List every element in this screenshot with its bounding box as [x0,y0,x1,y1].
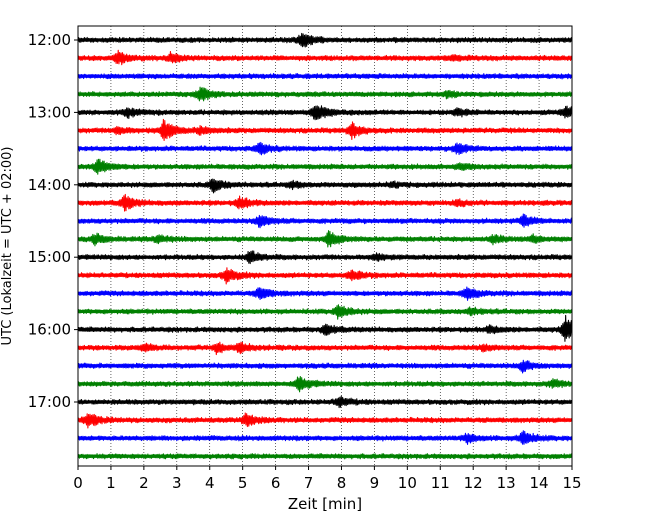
y-axis-label: UTC (Lokalzeit = UTC + 02:00) [0,147,15,346]
x-tick-label: 7 [304,474,314,492]
x-tick-label: 11 [431,474,450,492]
y-tick-label: 12:00 [28,31,71,49]
y-tick-label: 16:00 [28,321,71,339]
x-tick-label: 4 [205,474,215,492]
grid-layer [110,26,540,466]
x-tick-label: 2 [139,474,149,492]
y-tick-label: 14:00 [28,176,71,194]
x-tick-label: 8 [337,474,347,492]
traces-layer [77,32,573,460]
x-tick-label: 9 [370,474,380,492]
y-tick-label: 15:00 [28,248,71,266]
x-tick-label: 5 [238,474,248,492]
x-tick-label: 14 [530,474,549,492]
x-tick-label: 0 [73,474,83,492]
y-tick-label: 13:00 [28,103,71,121]
x-tick-label: 10 [398,474,417,492]
x-tick-label: 13 [497,474,516,492]
x-tick-label: 12 [464,474,483,492]
x-tick-label: 1 [106,474,116,492]
x-tick-label: 3 [172,474,182,492]
x-axis-label: Zeit [min] [288,495,362,513]
y-axis: 12:00 13:00 14:00 15:00 16:00 17:00 [28,31,78,411]
y-tick-label: 17:00 [28,393,71,411]
x-axis: 0 1 2 3 4 5 6 7 8 9 10 11 12 13 14 15 [73,466,582,492]
x-tick-label: 15 [562,474,581,492]
x-tick-label: 6 [271,474,281,492]
plot-frame [77,25,573,467]
